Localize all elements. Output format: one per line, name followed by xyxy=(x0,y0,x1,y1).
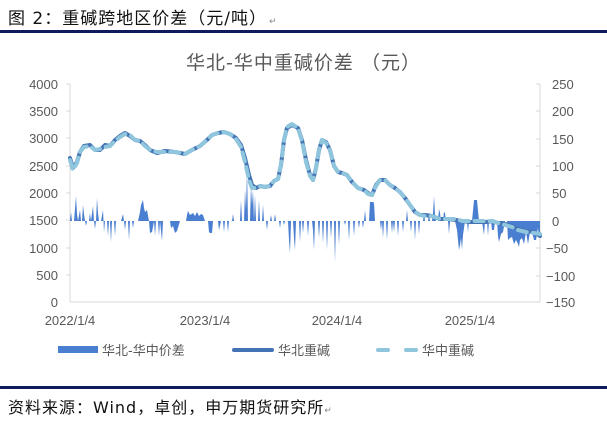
svg-text:2023/1/4: 2023/1/4 xyxy=(180,313,231,328)
right-axis-labels: 250 200 150 100 50 0 −50 −100 −150 xyxy=(546,77,575,310)
svg-text:0: 0 xyxy=(51,295,58,310)
svg-text:250: 250 xyxy=(552,77,574,92)
svg-text:2025/1/4: 2025/1/4 xyxy=(445,313,496,328)
legend-item-north: 华北重碱 xyxy=(232,340,330,359)
svg-text:2024/1/4: 2024/1/4 xyxy=(312,313,363,328)
left-axis-labels: 4000 3500 3000 2500 2000 1500 1000 500 0 xyxy=(29,77,58,310)
spread-series-bars xyxy=(70,170,540,262)
legend-item-spread: 华北-华中价差 xyxy=(58,340,185,359)
chart-legend: 华北-华中价差 华北重碱 华中重碱 xyxy=(0,340,607,362)
svg-text:200: 200 xyxy=(552,104,574,119)
svg-text:3500: 3500 xyxy=(29,104,58,119)
svg-text:500: 500 xyxy=(36,268,58,283)
svg-text:1500: 1500 xyxy=(29,213,58,228)
return-mark: ↵ xyxy=(268,17,278,27)
dashed-line-swatch-icon xyxy=(376,347,418,352)
svg-text:0: 0 xyxy=(552,214,559,229)
central-china-line xyxy=(68,122,542,236)
svg-text:−100: −100 xyxy=(546,269,575,284)
svg-text:−150: −150 xyxy=(546,295,575,310)
svg-text:4000: 4000 xyxy=(29,77,58,92)
right-tick-marks xyxy=(536,83,540,277)
source-note: 资料来源：Wind，卓创，申万期货研究所↵ xyxy=(8,398,333,417)
solid-line-swatch-icon xyxy=(232,347,274,352)
svg-text:100: 100 xyxy=(552,159,574,174)
svg-text:2022/1/4: 2022/1/4 xyxy=(45,313,96,328)
svg-text:1000: 1000 xyxy=(29,241,58,256)
footer-divider xyxy=(0,386,607,389)
svg-text:150: 150 xyxy=(552,132,574,147)
left-tick-marks xyxy=(66,83,70,276)
header-divider xyxy=(0,30,607,33)
chart-plot-area: 4000 3500 3000 2500 2000 1500 1000 500 0… xyxy=(29,77,575,328)
spread-bar-swatch-icon xyxy=(58,346,98,353)
figure-title: 图 2：重碱跨地区价差（元/吨） ↵ xyxy=(8,9,278,29)
svg-text:2500: 2500 xyxy=(29,159,58,174)
svg-text:50: 50 xyxy=(552,186,566,201)
chart-title: 华北-华中重碱价差 （元） xyxy=(186,52,421,74)
return-mark: ↵ xyxy=(324,406,333,416)
svg-text:2000: 2000 xyxy=(29,186,58,201)
svg-text:3000: 3000 xyxy=(29,131,58,146)
x-axis-labels: 2022/1/4 2023/1/4 2024/1/4 2025/1/4 xyxy=(45,313,496,328)
svg-text:−50: −50 xyxy=(546,241,568,256)
legend-item-central: 华中重碱 xyxy=(376,340,474,359)
